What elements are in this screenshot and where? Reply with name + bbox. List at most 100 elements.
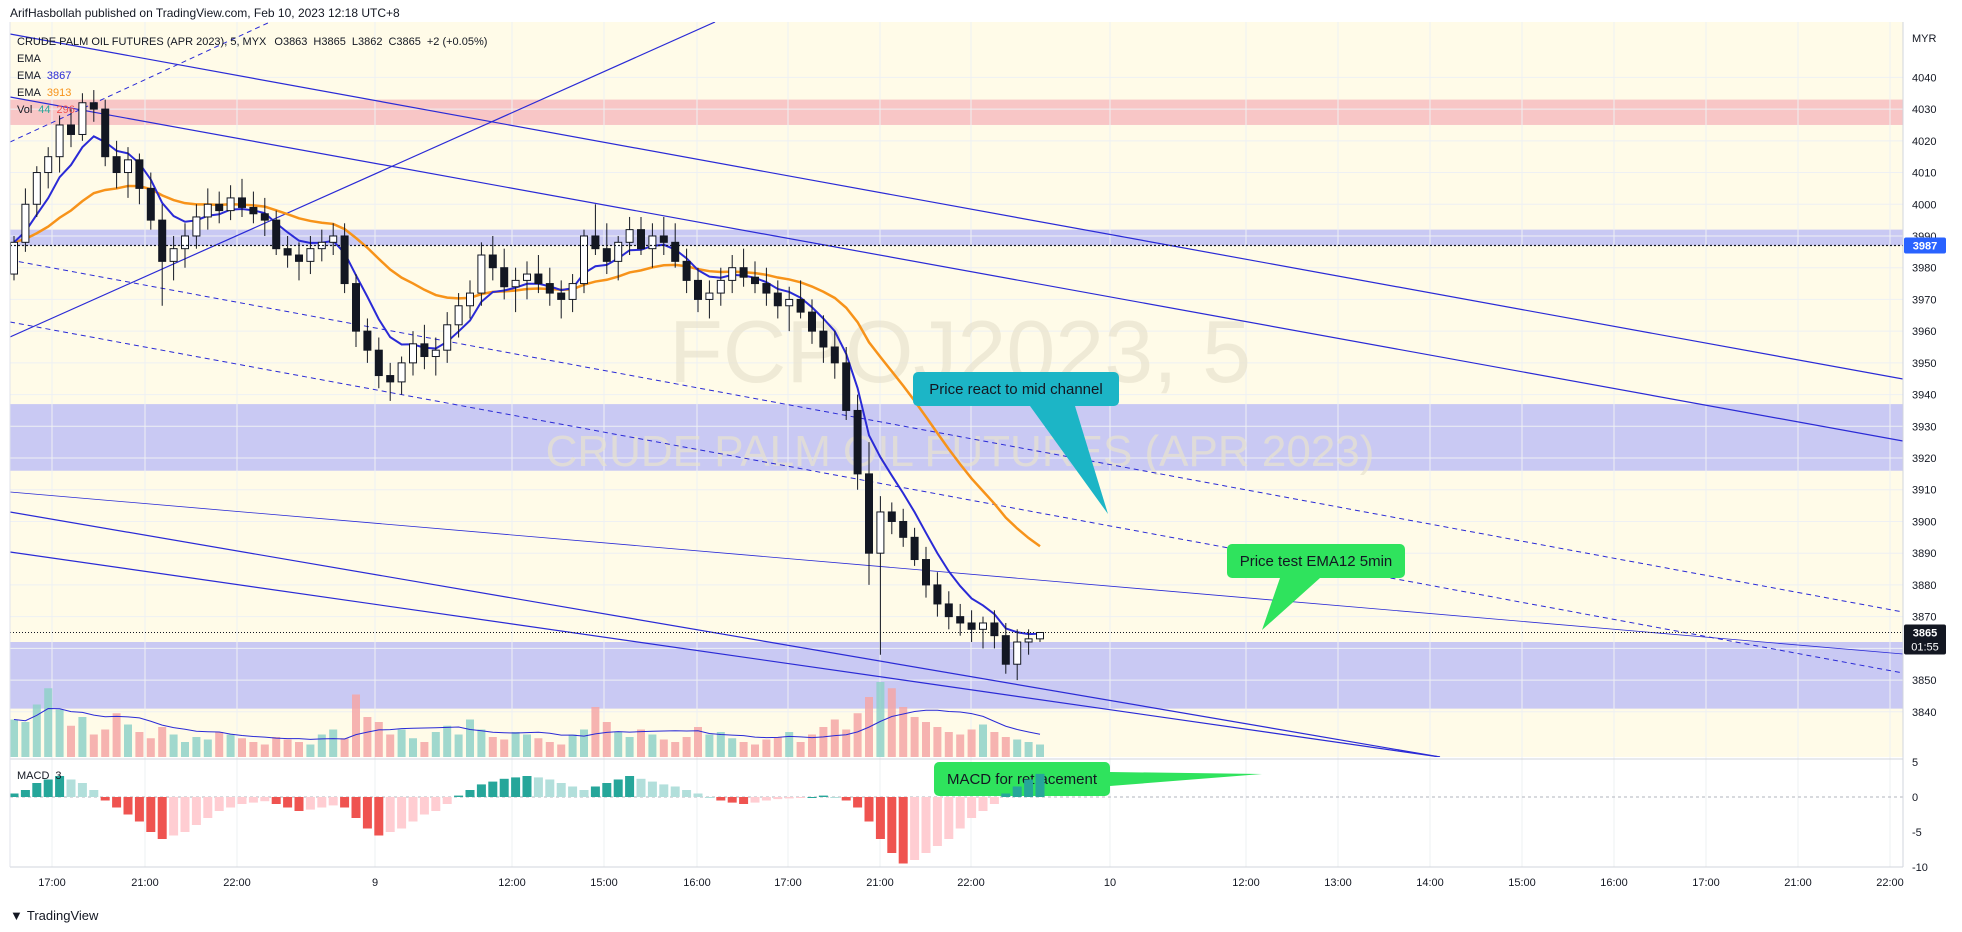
x-tick-label: 9 bbox=[372, 877, 378, 889]
macd-bar bbox=[305, 797, 315, 810]
volume-bar bbox=[169, 734, 178, 757]
annotation-pointer bbox=[1110, 772, 1262, 786]
candle bbox=[739, 248, 748, 287]
candle bbox=[694, 267, 702, 313]
macd-bar bbox=[123, 797, 133, 815]
volume-bar bbox=[89, 734, 98, 757]
candle bbox=[431, 337, 440, 376]
axes: MYR4040403040204010400039903980397039603… bbox=[9, 22, 1946, 889]
y-axis-currency: MYR bbox=[1912, 33, 1937, 45]
candle bbox=[580, 229, 588, 294]
candle-body bbox=[819, 330, 828, 348]
macd-bar bbox=[408, 797, 418, 822]
trendline-1 bbox=[10, 96, 1903, 442]
trendlines bbox=[10, 22, 1903, 757]
volume-bar bbox=[272, 737, 281, 757]
candle-body bbox=[899, 520, 908, 538]
macd-bar bbox=[20, 790, 30, 797]
macd-tick-label: -10 bbox=[1912, 862, 1928, 874]
volume-bar bbox=[773, 737, 782, 757]
volume-bar bbox=[922, 722, 930, 757]
volume-bars bbox=[10, 682, 1044, 757]
macd-bar bbox=[887, 797, 897, 853]
candle-body bbox=[671, 241, 680, 262]
candle bbox=[443, 312, 452, 363]
volume-bar bbox=[112, 713, 121, 757]
candle bbox=[32, 166, 41, 217]
candle bbox=[910, 527, 919, 566]
candle-body bbox=[397, 362, 406, 383]
y-tick-label: 3840 bbox=[1912, 707, 1936, 719]
y-tick-label: 3890 bbox=[1912, 548, 1936, 560]
y-tick-label: 3920 bbox=[1912, 453, 1936, 465]
macd-bar bbox=[784, 797, 794, 799]
candle bbox=[329, 223, 338, 256]
candle-body bbox=[477, 254, 486, 294]
candle-body bbox=[181, 235, 189, 250]
volume-bar bbox=[602, 722, 611, 757]
candle bbox=[796, 280, 805, 319]
candle bbox=[922, 546, 930, 598]
candle-body bbox=[169, 248, 178, 262]
candle-body bbox=[431, 349, 440, 358]
annotation-box bbox=[913, 372, 1119, 406]
tv-logo-icon: ▼ bbox=[10, 908, 23, 923]
volume-bar bbox=[534, 738, 543, 757]
volume-bar bbox=[363, 717, 372, 757]
volume-bar bbox=[716, 732, 725, 757]
candle bbox=[785, 286, 794, 332]
candle bbox=[101, 99, 110, 167]
candle-body bbox=[922, 559, 930, 586]
volume-bar bbox=[568, 734, 577, 757]
candle-body bbox=[785, 298, 794, 307]
volume-bar bbox=[352, 694, 360, 757]
macd-bar bbox=[636, 778, 646, 797]
candle bbox=[238, 178, 246, 217]
volume-bar bbox=[420, 742, 429, 757]
trendline-6 bbox=[10, 551, 1441, 757]
macd-bar bbox=[522, 776, 532, 797]
chart[interactable]: FCPOJ2023, 5 CRUDE PALM OIL FUTURES (APR… bbox=[0, 22, 1962, 900]
candle bbox=[899, 508, 908, 547]
annotations: Price react to mid channel Price test EMA… bbox=[913, 372, 1405, 796]
macd-bar bbox=[32, 783, 42, 797]
candle-body bbox=[545, 283, 554, 294]
macd-bar bbox=[419, 797, 429, 815]
candle-body bbox=[101, 108, 110, 158]
macd-bar bbox=[294, 797, 304, 811]
volume-bar bbox=[739, 742, 748, 757]
macd-bar bbox=[146, 797, 156, 832]
macd-bar bbox=[989, 797, 999, 804]
volume-bar bbox=[124, 724, 132, 757]
candle bbox=[363, 318, 372, 363]
volume-bar bbox=[44, 688, 53, 757]
candle-body bbox=[226, 197, 235, 212]
candle-body bbox=[933, 584, 942, 605]
macd-bar bbox=[910, 797, 920, 860]
candle-body bbox=[215, 203, 224, 212]
volume-bar bbox=[694, 727, 702, 757]
candle bbox=[78, 93, 87, 141]
tv-brand: TradingView bbox=[26, 908, 99, 923]
candle bbox=[192, 204, 201, 249]
candle bbox=[249, 191, 258, 224]
candle-body bbox=[967, 622, 976, 630]
volume-bar bbox=[808, 734, 816, 757]
candle-body bbox=[910, 536, 919, 561]
candle-body bbox=[614, 241, 623, 262]
candle bbox=[340, 223, 349, 294]
candle-body bbox=[808, 311, 816, 332]
candle-body bbox=[340, 235, 349, 285]
x-tick-label: 22:00 bbox=[957, 877, 985, 889]
candle bbox=[169, 235, 178, 281]
annotation-label: Price react to mid channel bbox=[929, 381, 1102, 398]
tradingview-logo[interactable]: ▼ TradingView bbox=[10, 908, 98, 923]
volume-bar bbox=[295, 742, 303, 757]
volume-bar bbox=[614, 732, 623, 757]
volume-bar bbox=[545, 742, 554, 757]
macd-bar bbox=[693, 793, 703, 797]
macd-bar bbox=[237, 797, 247, 804]
candle-body bbox=[1024, 638, 1033, 643]
candle bbox=[602, 223, 611, 275]
candle bbox=[830, 331, 839, 379]
